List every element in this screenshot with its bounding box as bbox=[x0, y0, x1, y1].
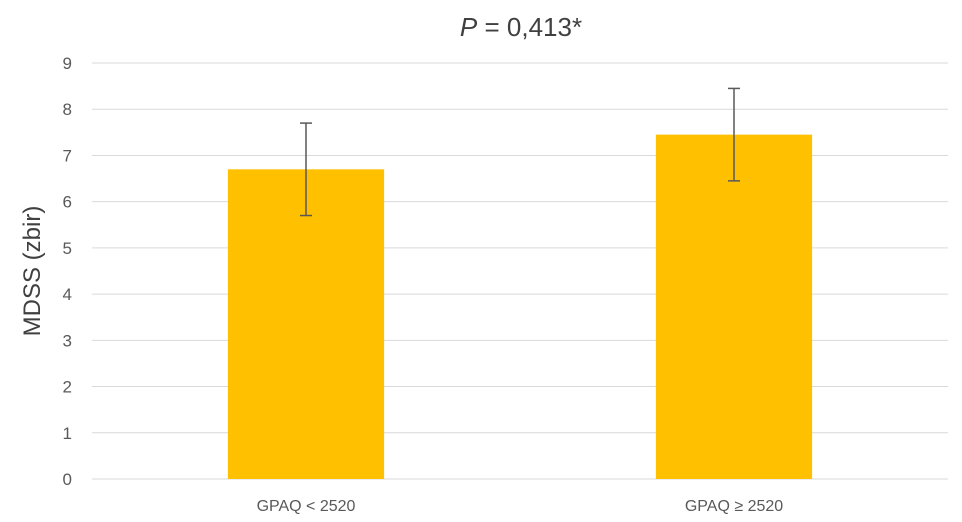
error-bars bbox=[300, 87, 740, 217]
bar bbox=[227, 169, 385, 480]
y-tick-label: 8 bbox=[63, 100, 72, 119]
y-tick-label: 2 bbox=[63, 378, 72, 397]
x-tick-label: GPAQ < 2520 bbox=[257, 498, 356, 515]
y-tick-label: 0 bbox=[63, 470, 72, 489]
y-tick-label: 6 bbox=[63, 193, 72, 212]
y-tick-label: 7 bbox=[63, 146, 72, 165]
title-italic-p: P bbox=[460, 12, 478, 42]
y-tick-label: 3 bbox=[63, 331, 72, 350]
bar bbox=[655, 134, 813, 479]
x-axis-ticks: GPAQ < 2520 GPAQ ≥ 2520 bbox=[257, 498, 784, 515]
y-axis-ticks: 0 1 2 3 4 5 6 7 8 9 bbox=[63, 54, 72, 489]
bars bbox=[227, 134, 813, 480]
y-tick-label: 9 bbox=[63, 54, 72, 73]
gridlines bbox=[92, 62, 948, 480]
chart-title: P = 0,413* bbox=[460, 12, 582, 42]
x-tick-label: GPAQ ≥ 2520 bbox=[685, 498, 783, 515]
y-tick-label: 5 bbox=[63, 239, 72, 258]
y-tick-label: 4 bbox=[63, 285, 72, 304]
y-axis-label: MDSS (zbir) bbox=[19, 206, 46, 337]
title-value: = 0,413* bbox=[477, 12, 582, 42]
y-tick-label: 1 bbox=[63, 424, 72, 443]
